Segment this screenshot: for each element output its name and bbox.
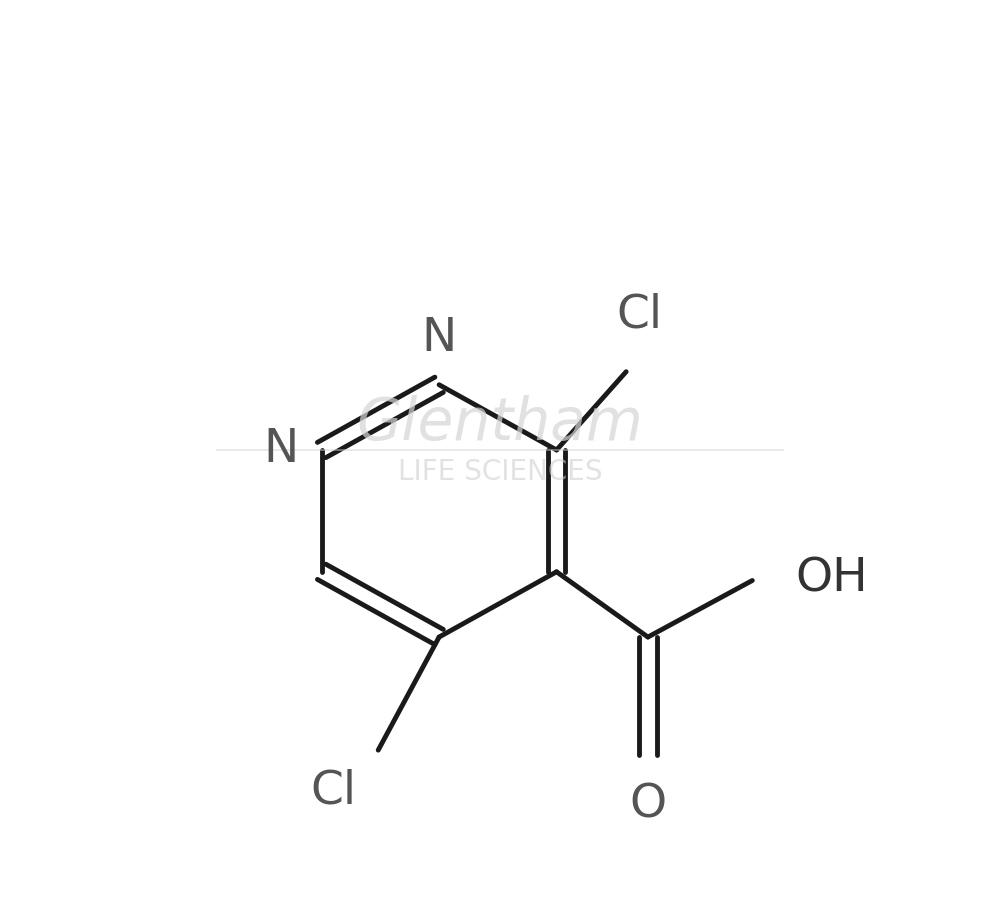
Text: LIFE SCIENCES: LIFE SCIENCES (398, 458, 602, 486)
Text: Cl: Cl (616, 292, 662, 338)
Text: O: O (629, 782, 666, 827)
Text: OH: OH (796, 556, 868, 601)
Text: Cl: Cl (310, 769, 356, 814)
Text: N: N (263, 428, 298, 473)
Text: N: N (421, 316, 457, 361)
Text: Glentham: Glentham (357, 395, 643, 453)
